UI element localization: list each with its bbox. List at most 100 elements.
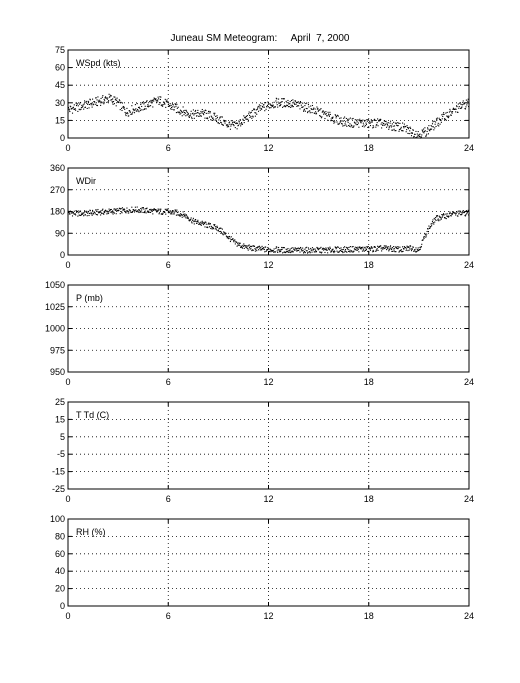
data-point [169,211,171,213]
data-point [437,219,439,221]
data-point [83,103,85,105]
data-point [455,213,457,215]
data-point [398,246,400,248]
data-point [421,243,423,245]
x-tick-label: 6 [166,377,171,387]
data-point [152,213,154,215]
data-point [119,207,121,210]
data-point [423,128,425,130]
data-point [193,114,195,116]
data-point [81,104,83,106]
data-point [293,102,295,104]
data-point [125,113,127,115]
data-point [279,249,281,251]
data-point [340,249,342,251]
data-point [441,114,443,116]
data-point [381,250,383,252]
data-point [241,122,243,124]
data-point [111,211,113,213]
data-point [82,212,84,214]
data-point [152,208,154,211]
data-point [377,125,379,127]
data-point [411,248,413,250]
data-point [413,135,415,137]
data-point [256,108,258,111]
data-point [280,103,282,106]
y-tick-label: 0 [60,133,65,143]
data-point [348,124,350,127]
data-point [465,106,467,108]
data-point [121,107,123,109]
data-point [201,108,203,111]
data-point [245,245,247,247]
data-point [163,101,165,103]
data-point [158,213,160,215]
data-point [347,121,349,123]
data-point [310,247,312,250]
data-point [158,102,161,104]
data-point [136,103,138,105]
data-point [134,209,136,211]
data-point [88,214,90,217]
data-point [400,126,402,128]
data-point [462,210,464,212]
data-point [464,108,467,110]
data-point [449,108,451,110]
data-point [349,246,351,248]
data-point [111,212,113,214]
data-point [443,112,445,114]
data-point [167,103,169,105]
data-point [92,213,95,215]
data-point [202,111,204,113]
data-point [136,110,138,112]
y-tick-label: 15 [55,115,65,125]
y-tick-label: 40 [55,566,65,576]
data-point [306,102,308,104]
data-point [256,247,258,249]
data-point [355,249,357,251]
data-point [460,107,462,109]
data-point [414,249,416,251]
data-point [445,112,447,114]
data-point [238,243,240,245]
data-point [109,94,111,96]
data-point [428,125,430,127]
data-point [262,106,264,108]
data-point [456,105,458,107]
data-point [408,133,410,135]
data-point [79,211,81,213]
data-point [94,213,96,215]
data-point [439,123,441,125]
data-point [365,248,367,250]
data-point [307,251,309,253]
data-point [90,103,92,105]
data-point [177,106,179,108]
data-point [227,237,229,239]
data-point [359,246,361,248]
data-point [327,247,329,249]
data-point [333,250,335,252]
data-point [248,113,250,115]
data-point [220,230,222,233]
data-point [447,216,450,218]
data-point [372,251,374,253]
data-point [252,116,254,118]
data-point [234,121,236,123]
data-point [293,101,295,103]
data-point [221,232,223,235]
data-point [425,235,427,237]
data-point [91,106,93,108]
data-point [427,128,429,130]
data-point [400,249,402,252]
data-point [304,110,306,112]
data-point [272,105,274,107]
data-point [343,251,345,253]
data-point [351,250,353,252]
y-tick-label: 1050 [45,280,65,290]
data-point [202,223,204,225]
data-point [375,250,377,252]
data-point [328,248,330,250]
data-point [267,101,269,103]
data-point [287,247,289,250]
